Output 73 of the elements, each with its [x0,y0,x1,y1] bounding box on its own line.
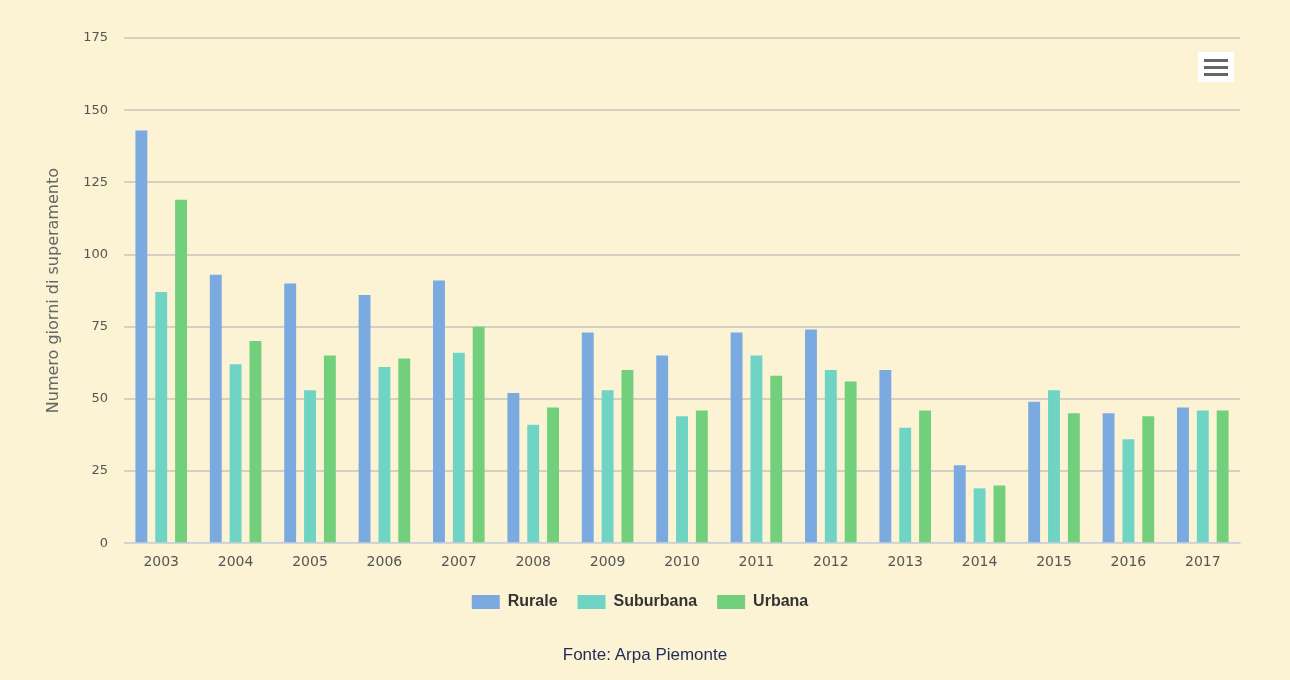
bar [879,369,892,543]
x-tick-label: 2003 [143,553,180,570]
bar [304,390,316,543]
x-tick-label: 2015 [1036,553,1072,570]
bar [507,393,520,543]
bar [135,130,148,543]
x-tick-label: 2017 [1184,553,1221,570]
y-tick-label: 175 [83,29,109,45]
bar [1177,407,1189,543]
bar [844,381,857,543]
y-tick-label: 100 [83,245,109,261]
bar [656,355,669,543]
bar [249,341,262,543]
x-tick-label: 2016 [1110,553,1147,570]
bar [1216,410,1229,543]
bar [581,332,594,543]
bar [155,292,168,543]
bar [805,329,817,543]
x-tick-label: 2011 [738,553,775,570]
y-tick-label: 75 [91,318,109,334]
bar [175,199,187,543]
bar [899,427,912,543]
bar [621,369,634,543]
bar [1196,410,1209,543]
bar [1142,416,1155,543]
bar [601,390,614,543]
y-tick-label: 0 [99,534,109,550]
bar [824,369,837,543]
bar [1067,413,1080,543]
y-tick-label: 150 [83,101,109,117]
bar [358,294,371,543]
bar [1102,413,1115,543]
bar [1122,439,1135,543]
y-axis-title: Numero giorni di superamento [42,168,62,414]
bar [695,410,708,543]
x-tick-label: 2013 [887,553,924,570]
x-tick-label: 2014 [961,553,998,570]
bar [1028,401,1041,543]
bar [676,416,688,543]
bar [378,367,391,543]
bar [284,283,297,543]
legend-label: Urbana [753,592,809,610]
bar [973,488,986,543]
bar [919,410,931,543]
legend-label: Suburbana [613,592,698,610]
x-tick-label: 2010 [664,553,700,570]
bar [730,332,743,543]
bar [953,465,966,543]
bar [398,358,411,543]
x-tick-label: 2009 [589,553,626,570]
bar [229,364,242,543]
bar [770,375,783,543]
bar [323,355,336,543]
bar [547,407,559,543]
x-tick-label: 2006 [366,553,403,570]
bar [993,485,1006,543]
bar [433,280,445,543]
x-tick-label: 2007 [440,553,477,570]
bar [452,352,465,543]
legend-label: Rurale [507,592,558,610]
bar [750,355,763,543]
x-tick-label: 2005 [292,553,328,570]
x-tick-label: 2012 [812,553,849,570]
bar [527,424,540,543]
bar [1048,390,1060,543]
y-tick-label: 125 [83,173,109,189]
y-tick-label: 25 [91,462,109,478]
x-tick-label: 2008 [515,553,552,570]
bar [209,274,222,543]
bar [472,326,485,543]
source-note: Fonte: Arpa Piemonte [561,645,729,665]
y-tick-label: 50 [91,390,109,406]
x-tick-label: 2004 [217,553,254,570]
